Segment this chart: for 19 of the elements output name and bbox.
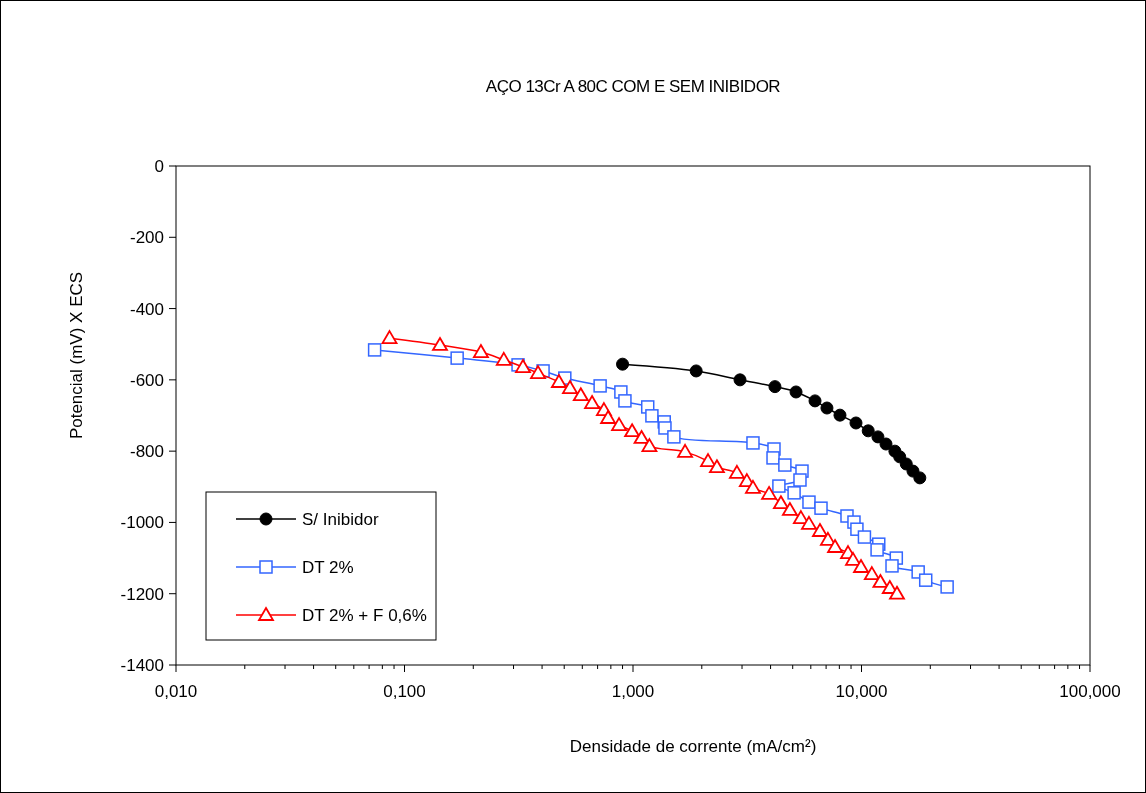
y-tick-label: -1400 bbox=[120, 656, 164, 675]
x-axis-title: Densidade de corrente (mA/cm²) bbox=[569, 737, 817, 756]
y-tick-label: -200 bbox=[129, 228, 164, 248]
x-tick-label: 0,010 bbox=[154, 682, 198, 701]
x-tick-label: 10,000 bbox=[835, 682, 888, 701]
x-tick-label: 0,100 bbox=[383, 682, 426, 701]
legend-label: DT 2% bbox=[302, 558, 354, 577]
x-tick-label: 100,000 bbox=[1059, 682, 1121, 701]
legend-label: DT 2% + F 0,6% bbox=[302, 606, 427, 625]
y-tick-label: -800 bbox=[129, 442, 164, 462]
y-tick-label: -400 bbox=[129, 299, 164, 319]
y-tick-label: -600 bbox=[129, 370, 164, 390]
legend-label: S/ Inibidor bbox=[302, 510, 379, 529]
y-axis-title: Potencial (mV) X ECS bbox=[67, 271, 86, 440]
x-tick-label: 1,000 bbox=[611, 682, 655, 701]
y-tick-label: -1000 bbox=[120, 513, 164, 533]
y-tick-label: 0 bbox=[154, 157, 164, 176]
y-tick-label: -1200 bbox=[120, 584, 164, 604]
chart-title: AÇO 13Cr A 80C COM E SEM INIBIDOR bbox=[485, 77, 781, 96]
